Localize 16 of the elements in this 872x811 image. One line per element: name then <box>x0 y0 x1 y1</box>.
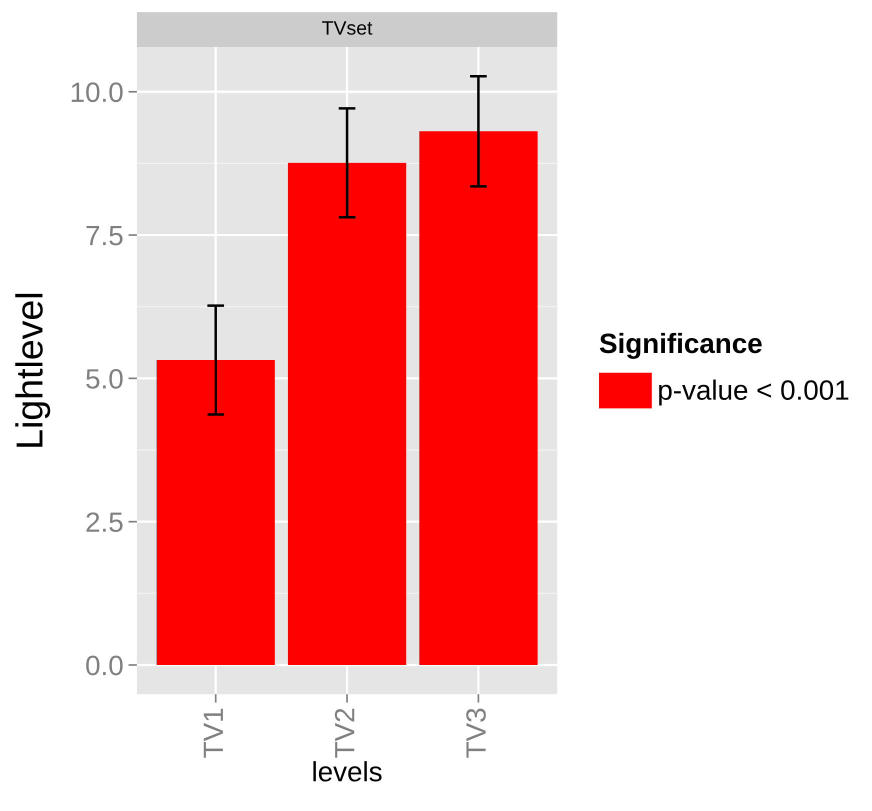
bar <box>156 360 275 665</box>
y-axis-title: Lightlevel <box>15 294 50 447</box>
x-tick-label: TV1 <box>204 708 223 758</box>
x-tick-label: TV2 <box>334 708 354 758</box>
y-tick-label: 2.5 <box>86 512 123 532</box>
legend-label: p-value < 0.001 <box>659 380 848 406</box>
x-tick-label: TV3 <box>466 708 486 758</box>
bar <box>288 162 406 665</box>
y-tick-label: 0.0 <box>86 656 123 676</box>
y-tick-label: 10.0 <box>72 82 123 102</box>
bar <box>419 131 538 665</box>
y-tick-label: 7.5 <box>86 226 123 246</box>
x-axis-title: levels <box>313 761 382 782</box>
legend-title: Significance <box>600 332 762 359</box>
y-tick-label: 5.0 <box>86 369 123 389</box>
chart-title: TVset <box>322 21 372 35</box>
